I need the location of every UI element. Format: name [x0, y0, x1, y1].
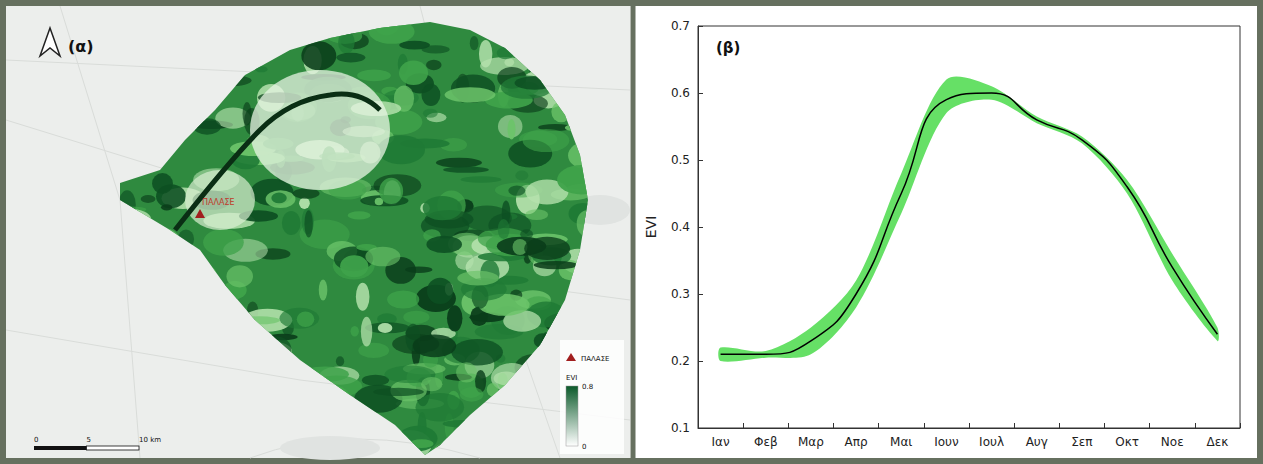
svg-text:0: 0	[34, 436, 38, 444]
svg-text:0.4: 0.4	[671, 220, 690, 234]
svg-text:Ιαν: Ιαν	[712, 435, 730, 449]
svg-text:Ιουν: Ιουν	[934, 435, 959, 449]
svg-text:Αυγ: Αυγ	[1026, 435, 1048, 449]
svg-text:EVI: EVI	[566, 374, 577, 382]
svg-text:0.5: 0.5	[671, 153, 690, 167]
svg-text:0.7: 0.7	[671, 19, 690, 33]
svg-text:Μαρ: Μαρ	[798, 435, 824, 449]
svg-text:Μαι: Μαι	[890, 435, 912, 449]
svg-text:ΠΑΛΑΣΕ: ΠΑΛΑΣΕ	[202, 198, 235, 207]
svg-text:Ιουλ: Ιουλ	[979, 435, 1004, 449]
svg-text:0.8: 0.8	[582, 383, 593, 391]
svg-text:5: 5	[87, 436, 91, 444]
svg-text:10 km: 10 km	[139, 436, 161, 444]
svg-text:ΠΑΛΑΣΕ: ΠΑΛΑΣΕ	[581, 355, 609, 363]
svg-text:Νοε: Νοε	[1161, 435, 1184, 449]
svg-text:(β): (β)	[716, 39, 740, 57]
svg-text:Σεπ: Σεπ	[1071, 435, 1092, 449]
svg-text:0.1: 0.1	[671, 421, 690, 435]
svg-text:Οκτ: Οκτ	[1115, 435, 1139, 449]
svg-text:EVI: EVI	[643, 216, 659, 239]
svg-text:0.2: 0.2	[671, 354, 690, 368]
svg-text:Απρ: Απρ	[845, 435, 868, 449]
svg-text:0.3: 0.3	[671, 287, 690, 301]
svg-text:Φεβ: Φεβ	[754, 435, 778, 449]
svg-text:0.6: 0.6	[671, 86, 690, 100]
svg-text:Δεκ: Δεκ	[1207, 435, 1229, 449]
svg-text:0: 0	[582, 443, 586, 451]
svg-text:(α): (α)	[68, 37, 94, 56]
